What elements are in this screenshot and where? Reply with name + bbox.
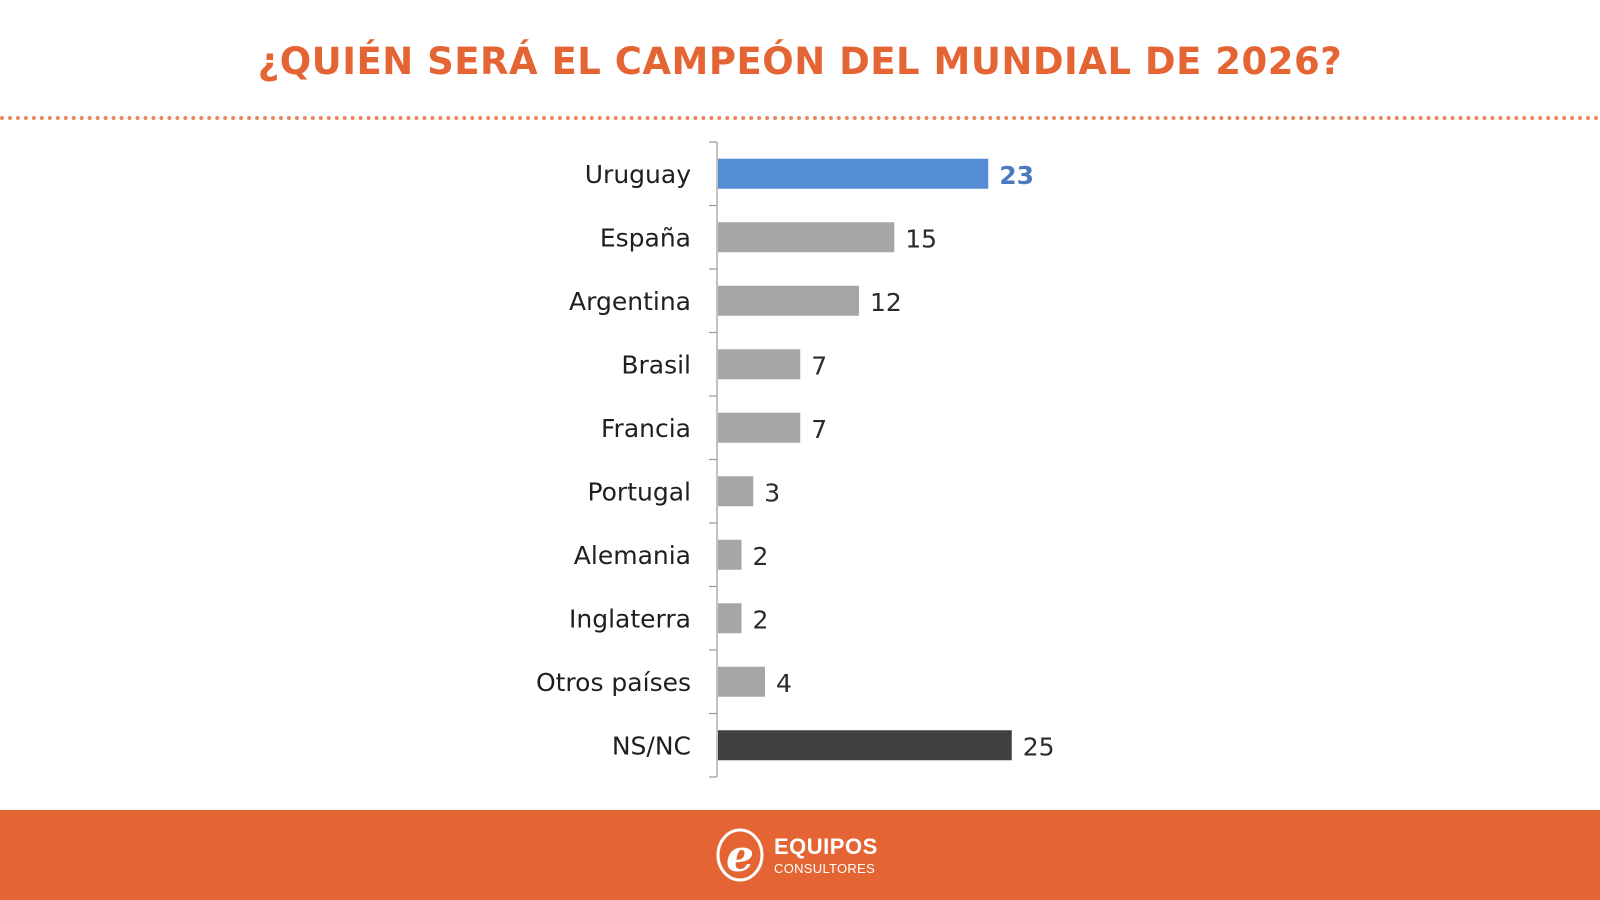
e-logo-icon: e: [716, 828, 764, 882]
bar-españa: [718, 222, 895, 253]
bar-ns-nc: [718, 730, 1012, 761]
data-label: 7: [811, 415, 827, 444]
category-label: Inglaterra: [569, 604, 691, 633]
category-label: Portugal: [587, 477, 691, 506]
category-label: Otros países: [536, 668, 691, 697]
data-label: 3: [764, 478, 780, 507]
bar-inglaterra: [718, 603, 742, 634]
bar-alemania: [718, 539, 742, 570]
category-label: Argentina: [569, 287, 691, 316]
bar-uruguay: [718, 158, 989, 189]
category-label: Alemania: [574, 541, 691, 570]
bar-argentina: [718, 285, 859, 316]
category-label: NS/NC: [612, 731, 691, 760]
data-label: 4: [776, 669, 792, 698]
data-label: 23: [999, 161, 1034, 190]
footer-bar: [0, 810, 1600, 900]
category-label: Brasil: [621, 350, 691, 379]
data-label: 7: [811, 351, 827, 380]
brand-logo: e EQUIPOS CONSULTORES: [714, 826, 904, 884]
category-label: Francia: [601, 414, 691, 443]
category-label: España: [600, 223, 691, 252]
data-label: 12: [870, 288, 902, 317]
bar-francia: [718, 412, 801, 443]
category-label: Uruguay: [585, 160, 691, 189]
bar-portugal: [718, 476, 754, 507]
chart-title: ¿QUIÉN SERÁ EL CAMPEÓN DEL MUNDIAL DE 20…: [257, 40, 1343, 83]
bar-brasil: [718, 349, 801, 380]
data-label: 2: [753, 605, 769, 634]
brand-name: EQUIPOS: [774, 834, 878, 859]
svg-text:e: e: [726, 831, 754, 882]
dotted-divider: [0, 116, 1600, 120]
brand-subtitle: CONSULTORES: [774, 861, 876, 876]
data-label: 2: [753, 542, 769, 571]
data-label: 15: [905, 224, 937, 253]
bar-otros-países: [718, 666, 765, 697]
data-label: 25: [1023, 732, 1055, 761]
